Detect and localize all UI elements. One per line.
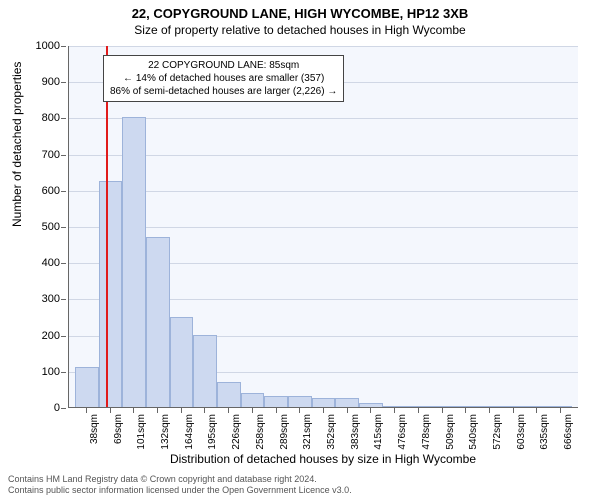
footer-line-1: Contains HM Land Registry data © Crown c… xyxy=(8,474,352,485)
x-tick-mark xyxy=(560,408,561,413)
x-tick-label: 69sqm xyxy=(113,414,124,444)
histogram-bar xyxy=(406,406,430,407)
x-tick-mark xyxy=(228,408,229,413)
footer-line-2: Contains public sector information licen… xyxy=(8,485,352,496)
x-axis: 38sqm 69sqm 101sqm 132sqm 164sqm 195sqm 226sqm… xyxy=(68,408,578,458)
histogram-bar xyxy=(122,117,146,407)
y-tick-label: 1000 xyxy=(36,40,60,52)
histogram-bar xyxy=(170,317,194,408)
annotation-box: 22 COPYGROUND LANE: 85sqm ← 14% of detac… xyxy=(103,55,344,102)
y-tick-label: 0 xyxy=(54,402,60,414)
y-tick-mark xyxy=(61,82,66,83)
histogram-bar xyxy=(501,406,525,407)
x-tick-label: 352sqm xyxy=(326,414,337,450)
y-tick-mark xyxy=(61,227,66,228)
histogram-bar xyxy=(312,398,336,407)
x-tick-mark xyxy=(204,408,205,413)
x-tick-mark xyxy=(370,408,371,413)
chart-footer: Contains HM Land Registry data © Crown c… xyxy=(8,474,352,496)
chart-title-sub: Size of property relative to detached ho… xyxy=(0,21,600,37)
x-tick-mark xyxy=(181,408,182,413)
x-tick-mark xyxy=(465,408,466,413)
x-tick-label: 509sqm xyxy=(445,414,456,450)
y-tick-mark xyxy=(61,263,66,264)
x-tick-label: 383sqm xyxy=(350,414,361,450)
x-tick-label: 101sqm xyxy=(136,414,147,450)
histogram-bar xyxy=(477,406,501,407)
x-tick-mark xyxy=(394,408,395,413)
x-tick-mark xyxy=(489,408,490,413)
annotation-line-3: 86% of semi-detached houses are larger (… xyxy=(110,85,337,98)
y-tick-label: 800 xyxy=(42,112,60,124)
x-tick-label: 478sqm xyxy=(421,414,432,450)
x-tick-label: 195sqm xyxy=(207,414,218,450)
histogram-bar xyxy=(548,406,572,407)
histogram-bar xyxy=(454,406,478,407)
x-tick-label: 38sqm xyxy=(89,414,100,444)
y-tick-label: 400 xyxy=(42,257,60,269)
x-tick-mark xyxy=(252,408,253,413)
x-axis-title: Distribution of detached houses by size … xyxy=(68,452,578,466)
y-tick-mark xyxy=(61,191,66,192)
y-tick-label: 500 xyxy=(42,221,60,233)
x-tick-label: 666sqm xyxy=(563,414,574,450)
histogram-bar xyxy=(193,335,217,407)
y-tick-label: 700 xyxy=(42,149,60,161)
x-tick-mark xyxy=(536,408,537,413)
y-tick-label: 300 xyxy=(42,293,60,305)
annotation-line-2: ← 14% of detached houses are smaller (35… xyxy=(110,72,337,85)
x-tick-label: 321sqm xyxy=(302,414,313,450)
x-tick-label: 415sqm xyxy=(373,414,384,450)
y-axis: 01002003004005006007008009001000 xyxy=(0,46,66,408)
x-tick-label: 132sqm xyxy=(160,414,171,450)
chart-title-main: 22, COPYGROUND LANE, HIGH WYCOMBE, HP12 … xyxy=(0,0,600,21)
histogram-bar xyxy=(75,367,99,407)
x-tick-mark xyxy=(276,408,277,413)
x-tick-mark xyxy=(133,408,134,413)
y-tick-mark xyxy=(61,336,66,337)
histogram-bar xyxy=(288,396,312,407)
x-tick-mark xyxy=(157,408,158,413)
y-tick-mark xyxy=(61,155,66,156)
y-tick-mark xyxy=(61,372,66,373)
histogram-bar xyxy=(335,398,359,407)
x-tick-mark xyxy=(299,408,300,413)
histogram-bar xyxy=(525,406,549,407)
annotation-line-1: 22 COPYGROUND LANE: 85sqm xyxy=(110,59,337,72)
histogram-bar xyxy=(264,396,288,407)
x-tick-label: 476sqm xyxy=(397,414,408,450)
x-tick-mark xyxy=(86,408,87,413)
x-tick-label: 635sqm xyxy=(539,414,550,450)
histogram-bar xyxy=(241,393,265,407)
y-tick-label: 900 xyxy=(42,76,60,88)
x-tick-mark xyxy=(347,408,348,413)
x-tick-mark xyxy=(513,408,514,413)
histogram-bar xyxy=(99,181,123,407)
histogram-bar xyxy=(217,382,241,407)
histogram-bar xyxy=(430,406,454,407)
histogram-bar xyxy=(383,406,407,407)
y-tick-mark xyxy=(61,299,66,300)
x-tick-mark xyxy=(442,408,443,413)
y-tick-label: 200 xyxy=(42,330,60,342)
y-tick-mark xyxy=(61,46,66,47)
y-tick-label: 100 xyxy=(42,366,60,378)
x-tick-label: 226sqm xyxy=(231,414,242,450)
x-tick-label: 289sqm xyxy=(279,414,290,450)
histogram-bar xyxy=(359,403,383,407)
y-tick-mark xyxy=(61,118,66,119)
y-tick-mark xyxy=(61,408,66,409)
x-tick-mark xyxy=(418,408,419,413)
x-tick-label: 540sqm xyxy=(468,414,479,450)
x-tick-label: 603sqm xyxy=(516,414,527,450)
x-tick-mark xyxy=(110,408,111,413)
x-tick-label: 572sqm xyxy=(492,414,503,450)
x-tick-label: 164sqm xyxy=(184,414,195,450)
property-size-chart: 22, COPYGROUND LANE, HIGH WYCOMBE, HP12 … xyxy=(0,0,600,500)
x-tick-mark xyxy=(323,408,324,413)
y-tick-label: 600 xyxy=(42,185,60,197)
x-tick-label: 258sqm xyxy=(255,414,266,450)
histogram-bar xyxy=(146,237,170,407)
